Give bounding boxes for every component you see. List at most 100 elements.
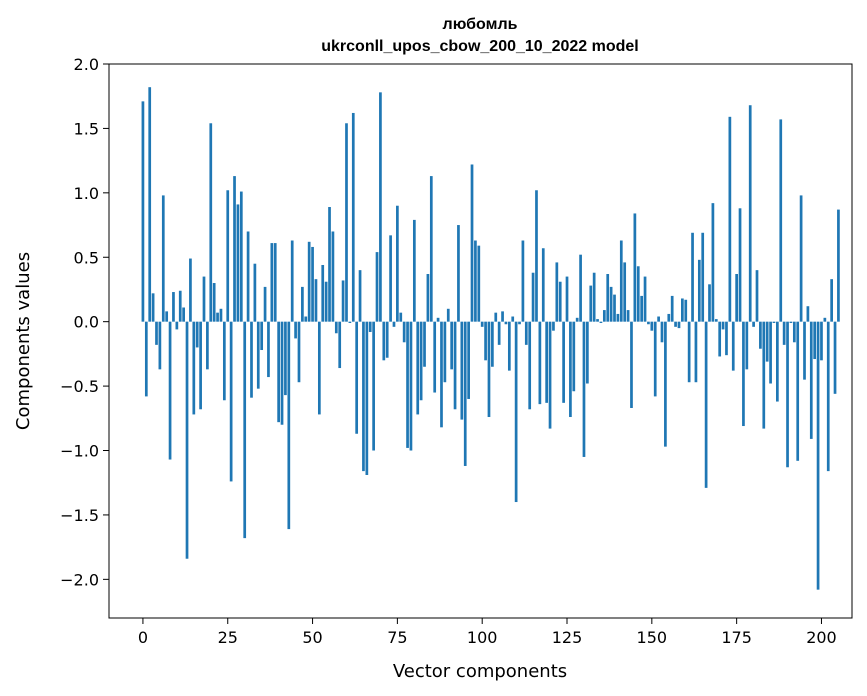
bar-142 (623, 262, 627, 322)
bar-79 (409, 321, 413, 451)
bar-46 (297, 321, 301, 383)
bar-132 (589, 285, 593, 322)
bar-151 (653, 321, 657, 397)
bar-161 (687, 321, 691, 383)
bar-51 (314, 279, 318, 322)
bar-121 (552, 321, 555, 331)
bar-4 (155, 321, 158, 345)
bar-53 (321, 264, 325, 322)
x-tick-label: 175 (721, 628, 752, 647)
bar-166 (704, 321, 708, 488)
bar-65 (362, 321, 365, 472)
bar-164 (697, 259, 701, 322)
bar-99 (477, 245, 481, 322)
bar-15 (192, 321, 196, 415)
x-tick-label: 50 (302, 628, 322, 647)
bar-23 (219, 308, 223, 322)
y-tick-label: −0.5 (60, 377, 99, 396)
bar-93 (457, 225, 460, 322)
chart-subtitle: ukrconll_upos_cbow_200_10_2022 model (321, 38, 638, 55)
x-axis-ticks: 0 25 50 75 100 125 150 175 200 (138, 618, 837, 647)
bar-57 (334, 321, 338, 334)
bar-61 (348, 321, 352, 323)
bar-76 (399, 312, 403, 322)
bar-187 (776, 321, 779, 402)
bar-202 (826, 321, 830, 472)
bar-66 (365, 321, 369, 475)
bar-64 (358, 270, 362, 322)
bar-131 (586, 321, 589, 384)
bar-114 (528, 321, 532, 410)
bar-102 (487, 321, 491, 418)
bar-74 (392, 321, 396, 327)
bar-203 (830, 279, 833, 322)
bar-10 (175, 321, 179, 330)
bar-42 (284, 321, 287, 396)
bar-198 (813, 321, 817, 360)
bar-156 (670, 295, 674, 322)
bar-3 (151, 293, 155, 322)
bar-116 (535, 190, 538, 322)
bar-145 (633, 213, 637, 322)
y-tick-label: 2.0 (74, 55, 99, 74)
bar-60 (345, 123, 348, 322)
bar-188 (779, 119, 783, 322)
bar-174 (731, 321, 735, 371)
bar-49 (307, 241, 311, 322)
bar-150 (650, 321, 654, 331)
bar-58 (338, 321, 342, 369)
bar-73 (389, 235, 392, 322)
bar-2 (148, 87, 152, 322)
bar-119 (545, 321, 549, 403)
bar-13 (185, 321, 189, 559)
bar-47 (301, 286, 304, 322)
bar-101 (484, 321, 487, 361)
bar-129 (579, 254, 582, 322)
bar-130 (582, 321, 586, 457)
bar-31 (246, 231, 250, 322)
bar-123 (558, 281, 562, 322)
bar-191 (789, 321, 793, 323)
bar-37 (267, 321, 270, 378)
bar-176 (738, 208, 742, 322)
bar-200 (820, 321, 823, 361)
y-axis-ticks: −2.0 −1.5 −1.0 −0.5 0.0 0.5 1.0 1.5 2.0 (60, 55, 109, 589)
bars-group (141, 87, 840, 590)
bar-170 (718, 321, 722, 357)
bar-27 (233, 176, 236, 322)
bar-21 (212, 283, 216, 322)
bar-196 (806, 306, 810, 322)
bar-70 (379, 92, 382, 322)
bar-144 (630, 321, 633, 408)
x-axis-label: Vector components (393, 661, 567, 682)
bar-104 (494, 312, 498, 322)
bar-86 (433, 321, 437, 393)
bar-11 (178, 290, 182, 322)
bar-7 (165, 311, 169, 322)
bar-128 (575, 317, 579, 322)
bar-106 (501, 311, 504, 322)
bar-152 (657, 316, 660, 322)
bar-95 (463, 321, 467, 466)
bar-22 (216, 312, 219, 322)
bar-34 (256, 321, 260, 389)
bar-115 (531, 272, 535, 322)
bar-148 (643, 276, 647, 322)
bar-192 (792, 321, 796, 343)
bar-204 (833, 321, 837, 394)
bar-194 (799, 195, 803, 322)
bar-112 (521, 240, 525, 322)
bar-24 (222, 321, 226, 401)
bar-94 (460, 321, 464, 420)
bar-113 (524, 321, 528, 345)
bar-91 (450, 321, 454, 370)
bar-167 (708, 284, 711, 322)
bar-146 (636, 266, 640, 322)
bar-98 (474, 240, 477, 322)
bar-45 (294, 321, 297, 339)
bar-28 (236, 204, 240, 322)
bar-147 (640, 295, 644, 322)
bar-178 (745, 321, 749, 370)
y-tick-label: 0.0 (74, 313, 99, 332)
